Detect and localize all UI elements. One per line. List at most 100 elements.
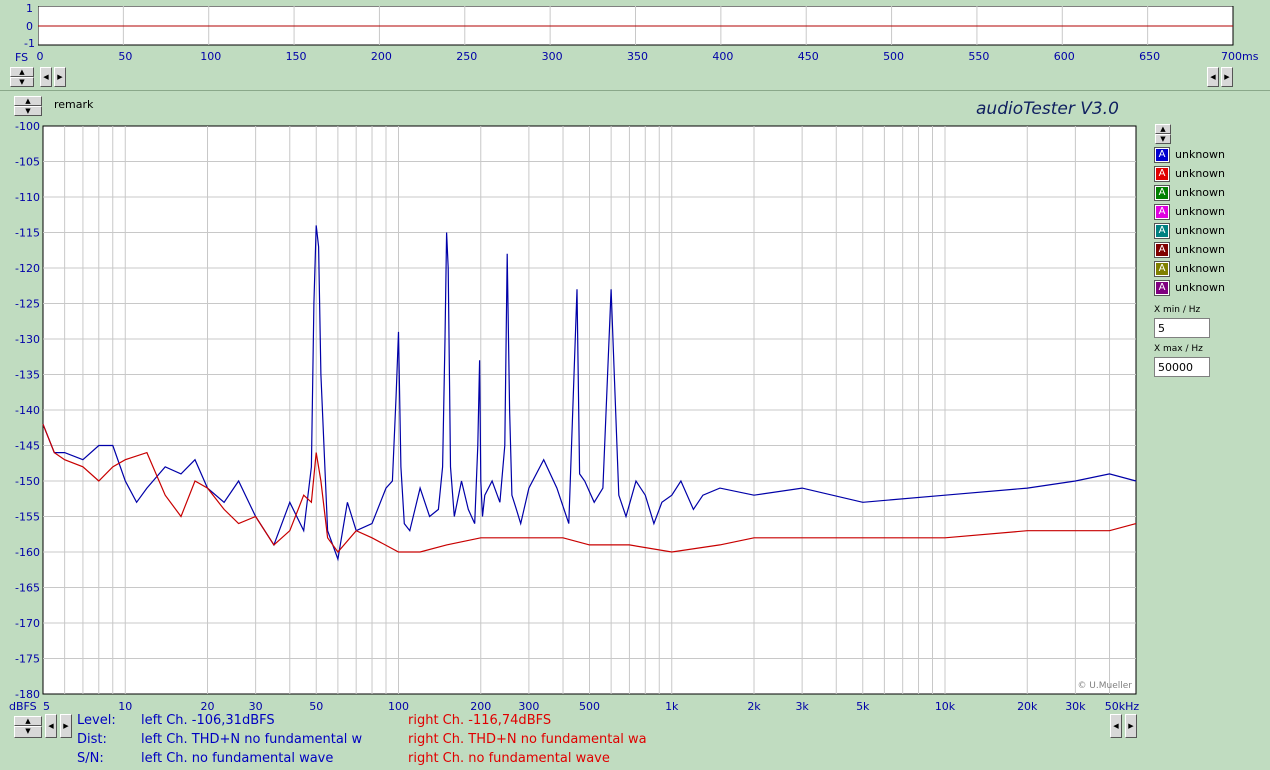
x-tick-label: 30	[249, 700, 263, 713]
status-up-button[interactable]: ▲	[14, 716, 42, 726]
scope-x-tick-label: 50	[118, 50, 133, 63]
legend-color-swatch[interactable]: A	[1154, 185, 1170, 201]
status-left-button[interactable]: ◀	[45, 714, 57, 738]
y-tick-label: -140	[15, 404, 40, 417]
y-tick-label: -105	[15, 156, 40, 169]
x-tick-label: 3k	[795, 700, 809, 713]
y-tick-label: -130	[15, 333, 40, 346]
scope-down-button[interactable]: ▼	[10, 77, 34, 87]
legend-color-swatch[interactable]: A	[1154, 261, 1170, 277]
x-tick-label: 2k	[747, 700, 761, 713]
y-tick-label: -110	[15, 191, 40, 204]
left-channel-line	[42, 225, 1137, 562]
chart-scroll-right-button[interactable]: ▶	[1125, 714, 1137, 738]
scope-x-tick-label: 550	[968, 50, 990, 63]
x-tick-label: 500	[579, 700, 600, 713]
scope-x-tick-label: 0	[36, 50, 44, 63]
x-tick-label: 50	[309, 700, 323, 713]
x-tick-label: 300	[518, 700, 539, 713]
x-tick-label: 5	[43, 700, 50, 713]
x-tick-label: 30k	[1065, 700, 1086, 713]
y-tick-label: -180	[15, 688, 40, 701]
x-tick-label: 100	[388, 700, 409, 713]
legend-color-swatch[interactable]: A	[1154, 242, 1170, 258]
right-channel-line	[42, 423, 1137, 553]
legend-color-swatch[interactable]: A	[1154, 204, 1170, 220]
y-tick-label: -115	[15, 227, 40, 240]
y-tick-label: -135	[15, 369, 40, 382]
sn-label: S/N:	[77, 751, 104, 766]
copyright-text: © U.Mueller	[1077, 681, 1132, 691]
x-max-label: X max / Hz	[1154, 344, 1203, 354]
legend-color-swatch[interactable]: A	[1154, 223, 1170, 239]
y-tick-label: -175	[15, 653, 40, 666]
status-right-button[interactable]: ▶	[60, 714, 72, 738]
y-tick-label: -145	[15, 440, 40, 453]
y-tick-label: -160	[15, 546, 40, 559]
chart-scroll-left-button[interactable]: ◀	[1110, 714, 1122, 738]
scope-x-tick-label: 200	[370, 50, 392, 63]
legend-label: unknown	[1175, 243, 1225, 256]
spectrum-chart: -100 -105 -110 -115 -120 -125 -130 -135 -140 -145…	[15, 120, 1139, 713]
y-tick-label: -150	[15, 475, 40, 488]
legend-label: unknown	[1175, 167, 1225, 180]
left-dist-text: left Ch. THD+N no fundamental w	[141, 732, 363, 747]
scope-x-tick-label: 250	[456, 50, 478, 63]
scope-y-label-top: 1	[26, 2, 33, 15]
y-tick-label: -165	[15, 582, 40, 595]
x-min-label: X min / Hz	[1154, 305, 1201, 315]
remark-label: remark	[54, 98, 94, 111]
scope-left-button[interactable]: ◀	[40, 67, 52, 87]
app-title: audioTester V3.0	[976, 99, 1119, 119]
scope-right-button[interactable]: ▶	[54, 67, 66, 87]
scope-x-tick-label: 150	[285, 50, 307, 63]
legend-color-swatch[interactable]: A	[1154, 147, 1170, 163]
left-level-text: left Ch. -106,31dBFS	[141, 713, 275, 728]
scope-x-tick-label: 600	[1053, 50, 1075, 63]
scope-x-tick-label: 500	[883, 50, 905, 63]
left-sn-text: left Ch. no fundamental wave	[141, 751, 334, 766]
scope-x-tick-label: 100	[200, 50, 222, 63]
remark-down-button[interactable]: ▼	[14, 106, 42, 116]
y-tick-label: -100	[15, 120, 40, 133]
y-tick-label: -125	[15, 298, 40, 311]
right-dist-text: right Ch. THD+N no fundamental wa	[408, 732, 647, 747]
legend-color-swatch[interactable]: A	[1154, 280, 1170, 296]
x-tick-label: 10k	[935, 700, 956, 713]
legend-up-button[interactable]: ▲	[1155, 124, 1171, 134]
scope-scroll-right-button[interactable]: ▶	[1221, 67, 1233, 87]
scope-x-tick-label: 300	[541, 50, 563, 63]
scope-x-tick-label: 650	[1139, 50, 1161, 63]
dist-label: Dist:	[77, 732, 107, 747]
scope-scroll-left-button[interactable]: ◀	[1207, 67, 1219, 87]
legend-label: unknown	[1175, 224, 1225, 237]
legend-down-button[interactable]: ▼	[1155, 134, 1171, 144]
level-label: Level:	[77, 713, 116, 728]
legend-label: unknown	[1175, 186, 1225, 199]
right-sn-text: right Ch. no fundamental wave	[408, 751, 610, 766]
y-tick-label: -120	[15, 262, 40, 275]
scope-fs-label: FS	[15, 51, 29, 64]
scope-x-tick-label: 400	[712, 50, 734, 63]
remark-up-button[interactable]: ▲	[14, 96, 42, 106]
legend-label: unknown	[1175, 205, 1225, 218]
x-max-input[interactable]	[1154, 357, 1210, 377]
divider	[0, 90, 1270, 91]
legend-label: unknown	[1175, 262, 1225, 275]
x-tick-label: 5k	[856, 700, 870, 713]
legend-color-swatch[interactable]: A	[1154, 166, 1170, 182]
x-tick-label: 10	[118, 700, 132, 713]
scope-up-button[interactable]: ▲	[10, 67, 34, 77]
y-tick-label: -170	[15, 617, 40, 630]
legend-label: unknown	[1175, 281, 1225, 294]
legend-label: unknown	[1175, 148, 1225, 161]
scope-y-label-bottom: -1	[24, 37, 35, 50]
scope-x-tick-label: 350	[627, 50, 648, 63]
x-min-input[interactable]	[1154, 318, 1210, 338]
y-unit-label: dBFS	[9, 700, 37, 713]
x-tick-label: 20k	[1017, 700, 1038, 713]
status-down-button[interactable]: ▼	[14, 726, 42, 738]
scope-x-tick-label: 700ms	[1221, 50, 1259, 63]
x-tick-label: 1k	[665, 700, 679, 713]
scope-x-tick-label: 450	[797, 50, 819, 63]
